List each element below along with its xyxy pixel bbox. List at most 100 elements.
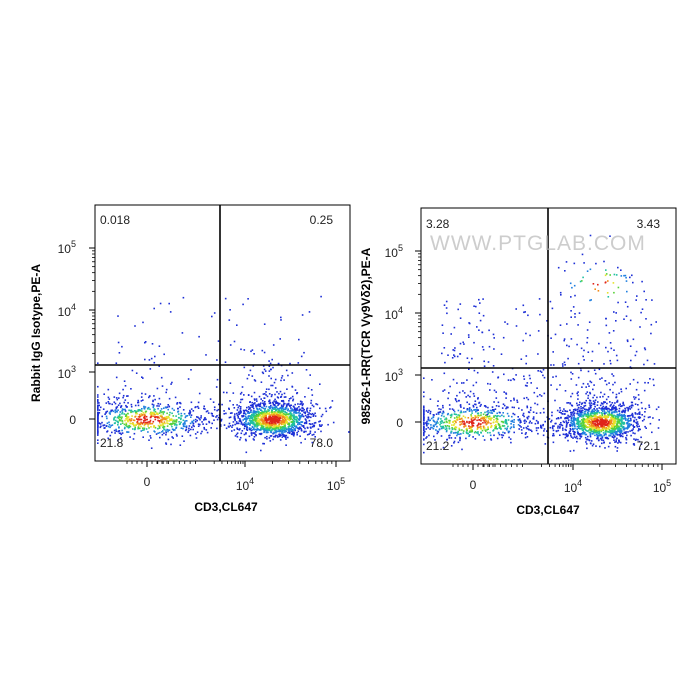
event-dot [566, 410, 569, 413]
left-q1-percentage: 0.018 [100, 213, 130, 227]
event-dot [149, 395, 151, 397]
event-dot [171, 412, 173, 415]
event-dot [121, 416, 123, 418]
event-dot [261, 371, 264, 374]
event-dot [176, 419, 178, 421]
event-dot [269, 419, 272, 421]
event-dot [594, 418, 597, 421]
event-dot [596, 396, 598, 399]
event-dot [489, 383, 492, 385]
event-dot [464, 416, 467, 419]
event-dot [146, 418, 148, 421]
event-dot [246, 425, 248, 428]
event-dot [229, 425, 232, 427]
event-dot [571, 420, 573, 422]
event-dot [289, 425, 291, 428]
event-dot [245, 419, 248, 421]
event-dot [627, 425, 629, 427]
event-dot [581, 412, 583, 414]
event-dot [238, 413, 240, 416]
event-dot [130, 403, 133, 406]
event-dot [498, 405, 500, 408]
event-dot [523, 397, 525, 400]
event-dot [618, 441, 621, 443]
event-dot [289, 362, 291, 365]
event-dot [653, 384, 655, 387]
event-dot [199, 418, 201, 421]
event-dot [171, 428, 174, 430]
event-dot [461, 419, 464, 422]
event-dot [459, 353, 461, 355]
event-dot [600, 416, 602, 418]
event-dot [588, 421, 590, 423]
event-dot [320, 425, 322, 427]
event-dot [213, 312, 216, 314]
event-dot [307, 387, 310, 389]
event-dot [280, 377, 283, 379]
event-dot [506, 427, 508, 430]
event-dot [478, 434, 480, 436]
event-dot [458, 427, 460, 430]
event-dot [587, 414, 590, 417]
event-dot [479, 319, 482, 322]
event-dot [293, 407, 296, 410]
event-dot [457, 441, 460, 444]
event-dot [519, 419, 522, 422]
event-dot [621, 425, 623, 427]
event-dot [503, 415, 505, 418]
event-dot [280, 428, 282, 431]
event-dot [284, 424, 286, 427]
event-dot [581, 433, 584, 435]
event-dot [275, 415, 278, 418]
event-dot [118, 415, 121, 417]
event-dot [160, 376, 163, 379]
event-dot [185, 415, 187, 417]
event-dot [582, 407, 584, 409]
event-dot [269, 420, 272, 423]
event-dot [114, 432, 116, 434]
event-dot [140, 421, 142, 424]
event-dot [470, 428, 473, 431]
event-dot [132, 423, 134, 425]
event-dot [269, 402, 272, 404]
event-dot [569, 427, 572, 430]
event-dot [611, 415, 614, 417]
event-dot [603, 411, 606, 413]
event-dot [605, 430, 608, 432]
event-dot [163, 421, 166, 423]
event-dot [169, 423, 171, 425]
event-dot [158, 345, 161, 347]
event-dot [602, 432, 605, 434]
event-dot [570, 371, 572, 374]
event-dot [280, 319, 282, 321]
event-dot [446, 425, 449, 427]
event-dot [535, 419, 538, 422]
event-dot [297, 423, 299, 426]
event-dot [588, 321, 591, 323]
event-dot [149, 435, 152, 437]
event-dot [282, 427, 284, 429]
event-dot [248, 418, 251, 420]
event-dot [522, 304, 525, 307]
event-dot [596, 421, 599, 424]
event-dot [570, 419, 572, 422]
event-dot [588, 439, 591, 442]
event-dot [197, 401, 200, 404]
event-dot [564, 433, 566, 436]
event-dot [636, 295, 638, 297]
event-dot [477, 397, 479, 399]
event-dot [439, 421, 442, 423]
event-dot [601, 429, 603, 431]
event-dot [119, 411, 122, 413]
event-dot [170, 418, 172, 420]
event-dot [423, 443, 425, 446]
event-dot [649, 422, 652, 425]
event-dot [138, 413, 141, 416]
event-dot [436, 420, 438, 423]
event-dot [586, 413, 588, 416]
event-dot [618, 433, 620, 436]
event-dot [468, 336, 470, 338]
event-dot [635, 388, 638, 391]
event-dot [607, 426, 610, 429]
event-dot [272, 404, 275, 406]
